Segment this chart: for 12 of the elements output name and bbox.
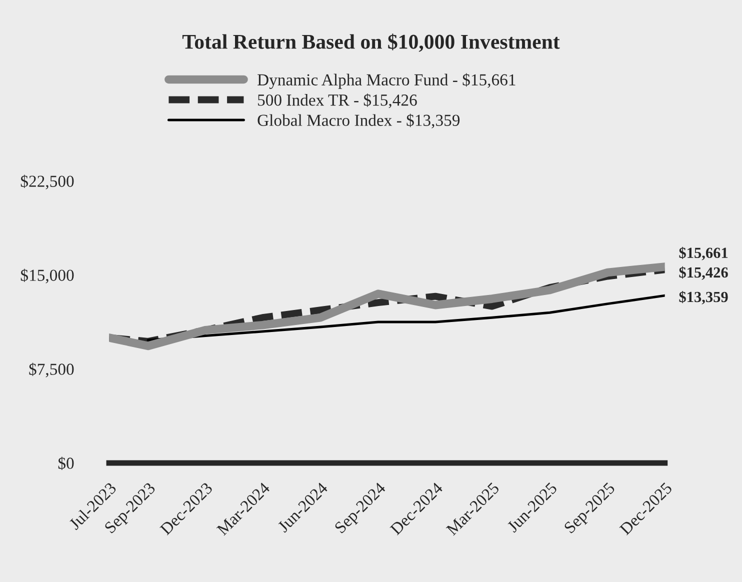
y-tick-label: $22,500: [20, 174, 74, 190]
line-series: [146, 294, 665, 342]
annotation: $15,426: [679, 266, 728, 280]
y-tick-label: $7,500: [29, 362, 74, 378]
legend-label: 500 Index TR - $15,426: [258, 94, 417, 108]
chart-title: Total Return Based on $10,000 Investment: [182, 34, 560, 52]
legend-label: Global Macro Index - $13,359: [258, 114, 460, 128]
y-tick-label: $15,000: [20, 268, 74, 284]
annotation: $15,661: [679, 246, 728, 260]
annotation: $13,359: [679, 290, 728, 304]
legend-label: Dynamic Alpha Macro Fund - $15,661: [258, 73, 516, 89]
y-tick-label: $0: [58, 456, 74, 470]
